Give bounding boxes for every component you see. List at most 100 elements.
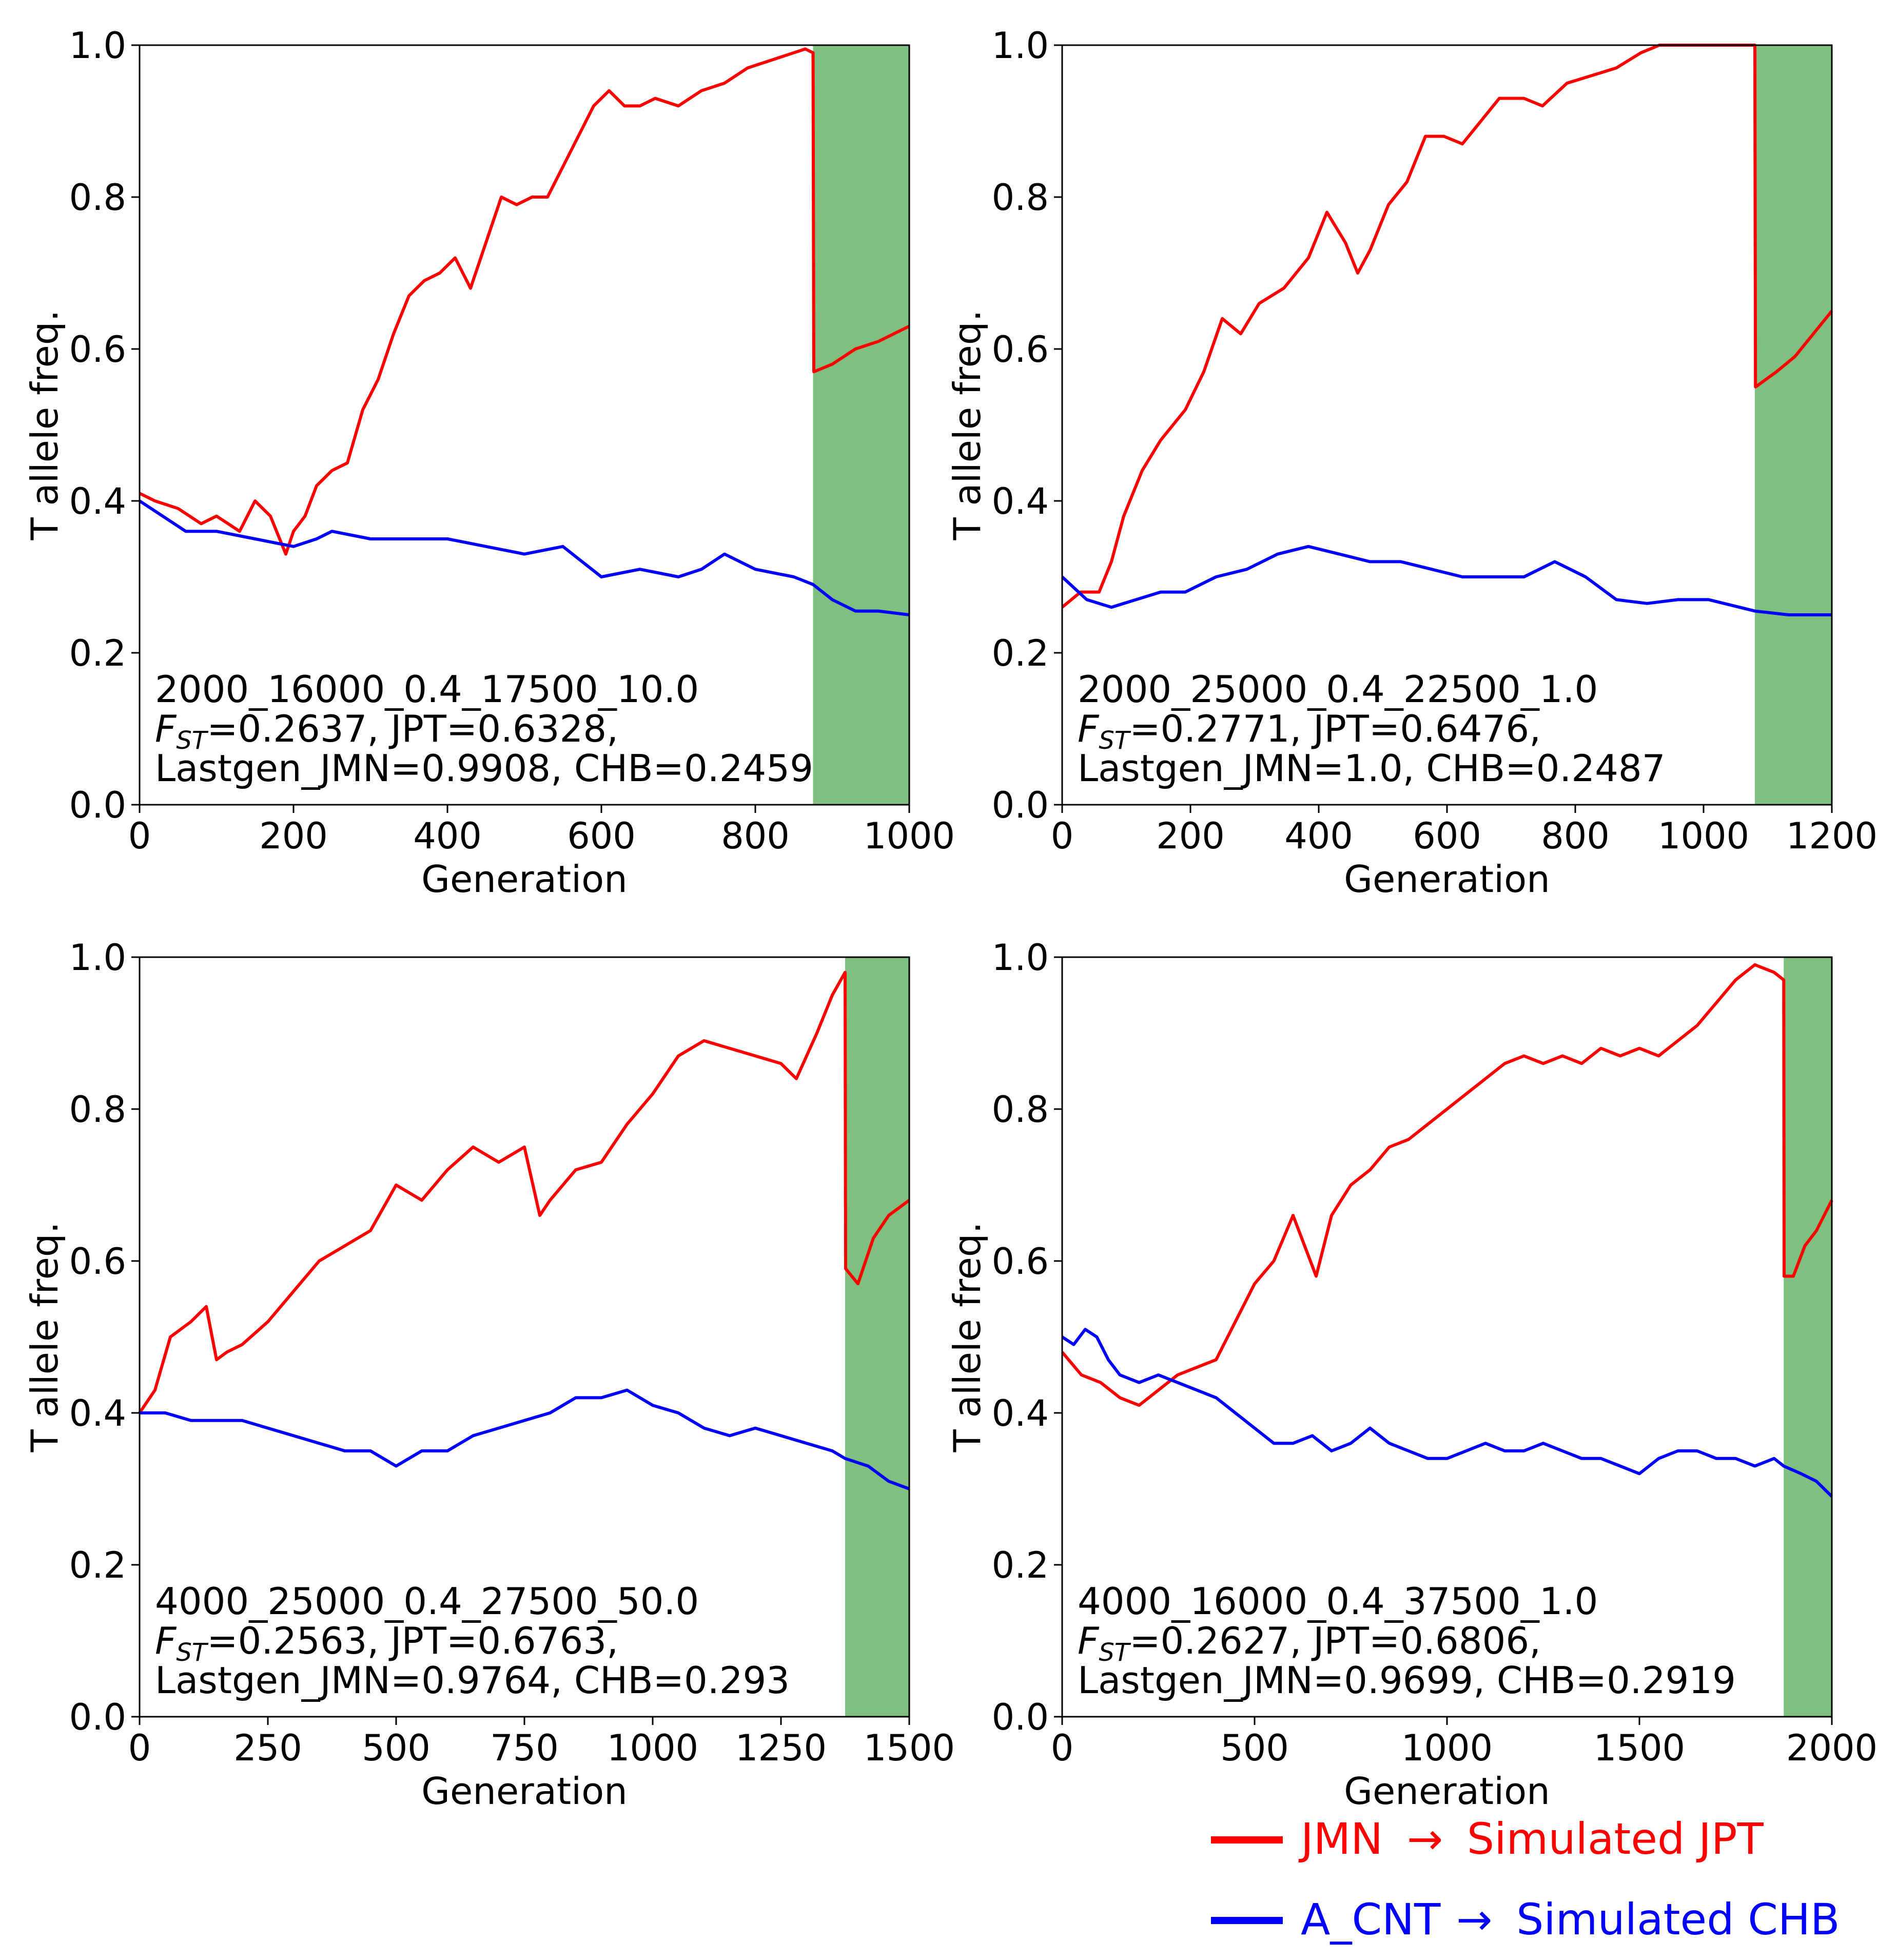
x-tick-label: 250 bbox=[233, 1727, 302, 1769]
fst-subscript: ST bbox=[176, 1638, 208, 1667]
series-line-chb bbox=[1061, 1328, 1833, 1498]
legend-jpt-source: JMN bbox=[1298, 1814, 1383, 1864]
y-tick-label: 0.6 bbox=[69, 1240, 126, 1283]
shaded-region bbox=[1784, 957, 1832, 1717]
x-axis-label: Generation bbox=[1344, 858, 1550, 901]
x-tick-label: 800 bbox=[1541, 815, 1610, 857]
svg-text:A_CNT → Simula: A_CNT → Simulated CHB bbox=[1301, 1894, 1840, 1945]
x-tick-label: 600 bbox=[1413, 815, 1481, 857]
x-tick-label: 800 bbox=[721, 815, 790, 857]
y-tick-label: 0.0 bbox=[992, 784, 1049, 826]
x-tick-label: 500 bbox=[362, 1727, 431, 1769]
y-axis-label: T allele freq. bbox=[946, 1222, 989, 1453]
y-tick-label: 0.8 bbox=[69, 1089, 126, 1131]
x-tick-label: 200 bbox=[1156, 815, 1225, 857]
x-tick-label: 1000 bbox=[1658, 815, 1749, 857]
series-line-jpt bbox=[1061, 44, 1833, 609]
legend: JMN → Simulated JPT A_CNT → Simulated CH… bbox=[1211, 1814, 1840, 1945]
y-tick-label: 0.0 bbox=[69, 1696, 126, 1738]
x-tick-label: 1250 bbox=[735, 1727, 827, 1769]
annotation-params: 4000_25000_0.4_27500_50.0 bbox=[155, 1580, 699, 1623]
fst-subscript: ST bbox=[176, 726, 208, 755]
y-tick-label: 0.8 bbox=[992, 177, 1049, 219]
x-axis-label: Generation bbox=[421, 1770, 628, 1813]
y-tick-label: 0.4 bbox=[69, 480, 126, 522]
x-tick-label: 600 bbox=[567, 815, 636, 857]
x-tick-label: 1500 bbox=[864, 1727, 955, 1769]
fst-values: =0.2771, JPT=0.6476, bbox=[1129, 707, 1541, 750]
annotation-params: 2000_16000_0.4_17500_10.0 bbox=[155, 668, 699, 711]
annotation-lastgen: Lastgen_JMN=0.9764, CHB=0.293 bbox=[155, 1659, 790, 1702]
y-tick-label: 1.0 bbox=[69, 25, 126, 67]
x-tick-label: 200 bbox=[259, 815, 328, 857]
fst-symbol: F bbox=[1078, 707, 1100, 750]
x-tick-label: 500 bbox=[1220, 1727, 1289, 1769]
y-tick-label: 0.2 bbox=[69, 1544, 126, 1586]
x-tick-label: 1000 bbox=[607, 1727, 698, 1769]
x-tick-label: 1200 bbox=[1786, 815, 1878, 857]
series-line-jpt bbox=[138, 971, 910, 1414]
series-line-chb bbox=[139, 499, 910, 616]
y-tick-label: 0.8 bbox=[992, 1089, 1049, 1131]
legend-chb-target: Simulated CHB bbox=[1516, 1894, 1840, 1945]
y-tick-label: 0.2 bbox=[69, 632, 126, 674]
x-tick-label: 400 bbox=[413, 815, 482, 857]
shaded-region bbox=[813, 45, 909, 805]
legend-entry-jpt: JMN → Simulated JPT bbox=[1211, 1814, 1764, 1864]
legend-jpt-target: Simulated JPT bbox=[1467, 1814, 1764, 1864]
y-tick-label: 0.4 bbox=[992, 480, 1049, 522]
x-axis-label: Generation bbox=[421, 858, 628, 901]
legend-chb-source: A_CNT bbox=[1301, 1894, 1441, 1945]
fst-symbol: F bbox=[155, 1619, 177, 1662]
chart-panel-3: 0 250 500 750 1000 1250 1500 0.0 0.2 0.4 0.6 0.8 1.0… bbox=[23, 937, 955, 1813]
fst-symbol: F bbox=[155, 707, 177, 750]
y-tick-label: 0.2 bbox=[992, 632, 1049, 674]
annotation-fst-line: FST=0.2771, JPT=0.6476, bbox=[1078, 707, 1541, 755]
annotation-fst-line: FST=0.2563, JPT=0.6763, bbox=[155, 1619, 618, 1667]
x-tick-label: 1500 bbox=[1594, 1727, 1685, 1769]
annotation-lastgen: Lastgen_JMN=1.0, CHB=0.2487 bbox=[1078, 747, 1666, 790]
fst-subscript: ST bbox=[1099, 1638, 1131, 1667]
series-line-jpt bbox=[1061, 963, 1833, 1407]
chart-panel-1: 0 200 400 600 800 1000 0.0 0.2 0.4 0.6 0.8 1.0 Gener… bbox=[23, 25, 955, 901]
y-axis-label: T allele freq. bbox=[23, 1222, 66, 1453]
fst-values: =0.2627, JPT=0.6806, bbox=[1129, 1619, 1541, 1662]
y-tick-label: 0.0 bbox=[69, 784, 126, 826]
x-tick-label: 2000 bbox=[1786, 1727, 1878, 1769]
x-tick-label: 0 bbox=[1051, 1727, 1074, 1769]
axes-frame bbox=[139, 44, 910, 806]
shaded-region bbox=[845, 957, 909, 1717]
y-tick-label: 1.0 bbox=[992, 25, 1049, 67]
annotation-lastgen: Lastgen_JMN=0.9908, CHB=0.2459 bbox=[155, 747, 813, 790]
x-tick-label: 400 bbox=[1284, 815, 1353, 857]
annotation-fst-line: FST=0.2637, JPT=0.6328, bbox=[155, 707, 618, 755]
legend-jpt-arrow: → bbox=[1407, 1814, 1443, 1864]
svg-text:JMN → Simulate: JMN → Simulated JPT bbox=[1298, 1814, 1764, 1864]
series-line-jpt bbox=[139, 47, 910, 556]
legend-chb-arrow: → bbox=[1456, 1894, 1492, 1945]
fst-symbol: F bbox=[1078, 1619, 1100, 1662]
y-tick-label: 1.0 bbox=[992, 937, 1049, 979]
x-tick-label: 1000 bbox=[864, 815, 955, 857]
annotation-fst-line: FST=0.2627, JPT=0.6806, bbox=[1078, 1619, 1541, 1667]
y-tick-label: 0.4 bbox=[69, 1392, 126, 1434]
legend-entry-chb: A_CNT → Simulated CHB bbox=[1211, 1894, 1840, 1945]
x-tick-label: 0 bbox=[1051, 815, 1074, 857]
y-axis-label: T allele freq. bbox=[946, 310, 989, 541]
fst-values: =0.2563, JPT=0.6763, bbox=[207, 1619, 618, 1662]
series-line-chb bbox=[140, 1388, 910, 1490]
y-tick-label: 1.0 bbox=[69, 937, 126, 979]
annotation-params: 2000_25000_0.4_22500_1.0 bbox=[1078, 668, 1598, 711]
series-line-chb bbox=[1061, 545, 1832, 616]
chart-panel-2: 0 200 400 600 800 1000 1200 0.0 0.2 0.4 0.6 0.8 1.0 G… bbox=[946, 25, 1878, 901]
y-tick-label: 0.6 bbox=[992, 328, 1049, 371]
x-axis-label: Generation bbox=[1344, 1770, 1550, 1813]
y-tick-label: 0.2 bbox=[992, 1544, 1049, 1586]
annotation-params: 4000_16000_0.4_37500_1.0 bbox=[1078, 1580, 1598, 1623]
x-tick-label: 750 bbox=[490, 1727, 559, 1769]
